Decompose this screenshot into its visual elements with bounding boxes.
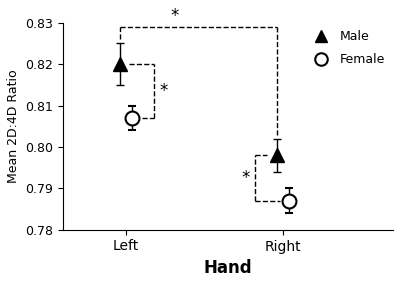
X-axis label: Hand: Hand [204,259,252,277]
Y-axis label: Mean 2D:4D Ratio: Mean 2D:4D Ratio [7,70,20,183]
Text: *: * [242,169,250,187]
Text: *: * [159,82,168,100]
Legend: Male, Female: Male, Female [304,25,390,71]
Text: *: * [170,7,179,25]
